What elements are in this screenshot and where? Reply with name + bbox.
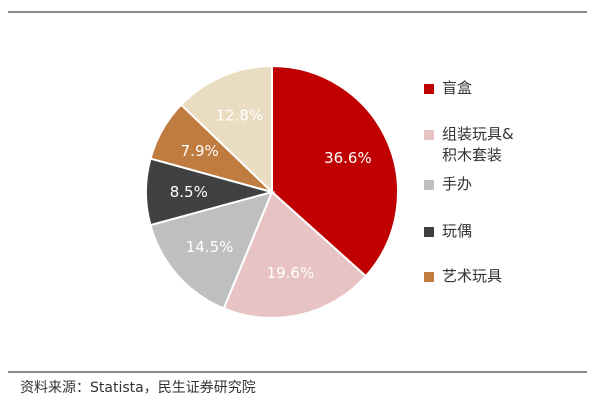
legend-item-art-toys: 艺术玩具 <box>424 266 502 287</box>
legend-label: 组装玩具& 积木套装 <box>442 125 514 164</box>
legend-swatch <box>424 130 434 140</box>
pie-slice-2 <box>149 190 274 310</box>
legend-swatch <box>424 84 434 94</box>
source-note: 资料来源：Statista，民生证券研究院 <box>20 380 256 396</box>
slice-value-label-4: 7.9% <box>181 142 219 160</box>
pie-slice-5 <box>179 64 273 195</box>
slice-value-label-5: 12.8% <box>216 107 264 125</box>
legend-item-blind-box: 盲盒 <box>424 78 472 99</box>
pie-chart: 36.6% 19.6% 14.5% 8.5% 7.9% 12.8% <box>145 64 399 319</box>
slice-value-label-0: 36.6% <box>324 149 372 167</box>
legend-item-dolls: 玩偶 <box>424 221 472 242</box>
legend-item-figures: 手办 <box>424 174 472 195</box>
legend-label: 艺术玩具 <box>442 267 503 285</box>
legend-label: 玩偶 <box>442 222 473 240</box>
legend-swatch <box>424 272 434 282</box>
legend-swatch <box>424 227 434 237</box>
bottom-rule <box>8 371 587 373</box>
legend-label: 手办 <box>442 175 473 193</box>
legend-label: 盲盒 <box>442 79 473 97</box>
legend-swatch <box>424 180 434 190</box>
legend-item-assembly-toys: 组装玩具& 积木套装 <box>424 124 514 166</box>
pie-slice-0 <box>271 64 399 278</box>
slice-value-label-3: 8.5% <box>170 183 208 201</box>
slice-value-label-1: 19.6% <box>267 264 315 282</box>
top-rule <box>8 11 587 13</box>
slice-value-label-2: 14.5% <box>186 238 234 256</box>
